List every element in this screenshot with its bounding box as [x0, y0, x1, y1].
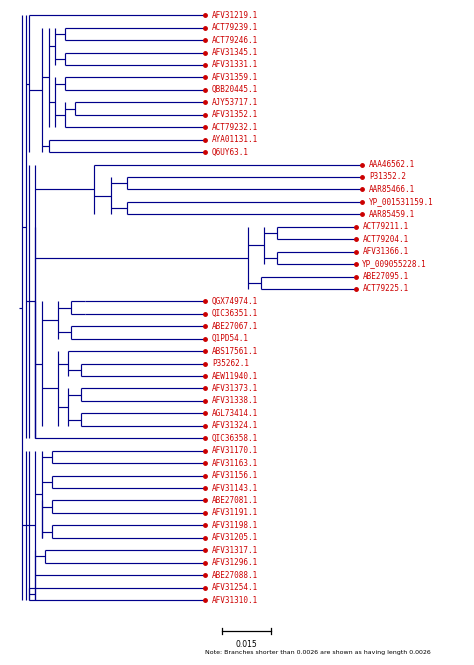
- Text: AFV31373.1: AFV31373.1: [212, 384, 258, 393]
- Text: AFV31324.1: AFV31324.1: [212, 422, 258, 430]
- Text: YP_001531159.1: YP_001531159.1: [369, 198, 434, 206]
- Text: ACT79204.1: ACT79204.1: [363, 235, 409, 243]
- Text: ABE27067.1: ABE27067.1: [212, 322, 258, 331]
- Text: QGX74974.1: QGX74974.1: [212, 297, 258, 306]
- Text: 0.015: 0.015: [236, 640, 257, 649]
- Text: AFV31198.1: AFV31198.1: [212, 521, 258, 530]
- Text: ACT79239.1: ACT79239.1: [212, 23, 258, 32]
- Text: AYA01131.1: AYA01131.1: [212, 135, 258, 144]
- Text: AFV31296.1: AFV31296.1: [212, 558, 258, 567]
- Text: AAR85459.1: AAR85459.1: [369, 209, 415, 219]
- Text: ACT79232.1: ACT79232.1: [212, 123, 258, 132]
- Text: AFV31143.1: AFV31143.1: [212, 483, 258, 493]
- Text: ABE27095.1: ABE27095.1: [363, 272, 409, 281]
- Text: QIC36351.1: QIC36351.1: [212, 309, 258, 319]
- Text: Q6UY63.1: Q6UY63.1: [212, 148, 249, 156]
- Text: YP_009055228.1: YP_009055228.1: [363, 259, 427, 269]
- Text: P31352.2: P31352.2: [369, 172, 406, 182]
- Text: AFV31254.1: AFV31254.1: [212, 583, 258, 592]
- Text: AEW11940.1: AEW11940.1: [212, 372, 258, 380]
- Text: AJY53717.1: AJY53717.1: [212, 98, 258, 107]
- Text: ACT79246.1: ACT79246.1: [212, 36, 258, 45]
- Text: AFV31366.1: AFV31366.1: [363, 247, 409, 256]
- Text: AFV31317.1: AFV31317.1: [212, 546, 258, 555]
- Text: Note: Branches shorter than 0.0026 are shown as having length 0.0026: Note: Branches shorter than 0.0026 are s…: [205, 650, 431, 655]
- Text: AFV31359.1: AFV31359.1: [212, 73, 258, 82]
- Text: AFV31345.1: AFV31345.1: [212, 48, 258, 57]
- Text: ACT79225.1: ACT79225.1: [363, 285, 409, 293]
- Text: AFV31191.1: AFV31191.1: [212, 509, 258, 517]
- Text: QIC36358.1: QIC36358.1: [212, 434, 258, 443]
- Text: ABS17561.1: ABS17561.1: [212, 346, 258, 356]
- Text: AAA46562.1: AAA46562.1: [369, 160, 415, 169]
- Text: AFV31205.1: AFV31205.1: [212, 533, 258, 542]
- Text: AFV31310.1: AFV31310.1: [212, 596, 258, 604]
- Text: AFV31156.1: AFV31156.1: [212, 471, 258, 480]
- Text: AFV31219.1: AFV31219.1: [212, 11, 258, 20]
- Text: ACT79211.1: ACT79211.1: [363, 222, 409, 231]
- Text: AGL73414.1: AGL73414.1: [212, 409, 258, 418]
- Text: AFV31163.1: AFV31163.1: [212, 459, 258, 467]
- Text: QBB20445.1: QBB20445.1: [212, 85, 258, 94]
- Text: P35262.1: P35262.1: [212, 359, 249, 368]
- Text: AAR85466.1: AAR85466.1: [369, 185, 415, 194]
- Text: AFV31338.1: AFV31338.1: [212, 396, 258, 406]
- Text: ABE27081.1: ABE27081.1: [212, 496, 258, 505]
- Text: ABE27088.1: ABE27088.1: [212, 571, 258, 580]
- Text: AFV31331.1: AFV31331.1: [212, 61, 258, 69]
- Text: AFV31170.1: AFV31170.1: [212, 446, 258, 456]
- Text: AFV31352.1: AFV31352.1: [212, 110, 258, 119]
- Text: Q1PD54.1: Q1PD54.1: [212, 334, 249, 343]
